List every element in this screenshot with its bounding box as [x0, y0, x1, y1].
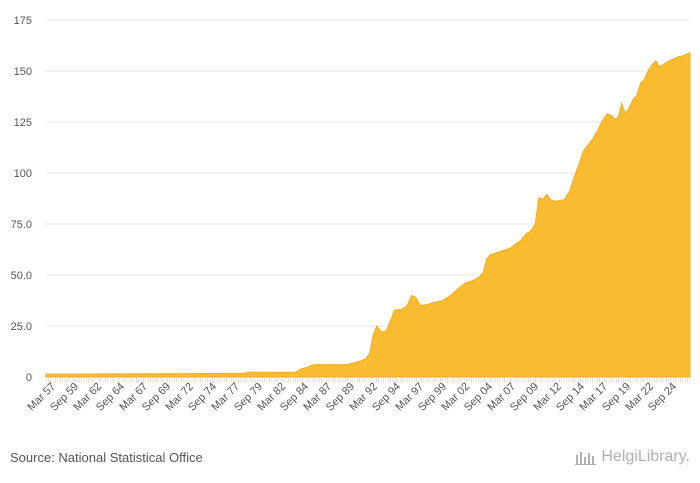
y-tick-label: 25.0 — [11, 321, 32, 333]
y-axis: 0 25.0 50.0 75.0 100 125 150 175 — [11, 15, 32, 384]
y-tick-label: 175 — [14, 15, 32, 27]
data-area-series — [45, 51, 691, 378]
gridlines — [46, 19, 690, 378]
y-tick-label: 125 — [14, 117, 32, 129]
y-tick-label: 75.0 — [11, 219, 32, 231]
brand-name: HelgiLibrary. — [601, 448, 690, 465]
y-tick-label: 150 — [14, 66, 32, 78]
brand-logo: HelgiLibrary. — [575, 448, 690, 466]
source-note: Source: National Statistical Office — [10, 450, 203, 465]
library-icon — [575, 452, 597, 465]
y-tick-label: 0 — [26, 372, 32, 384]
y-tick-label: 100 — [14, 168, 32, 180]
y-tick-label: 50.0 — [11, 270, 32, 282]
